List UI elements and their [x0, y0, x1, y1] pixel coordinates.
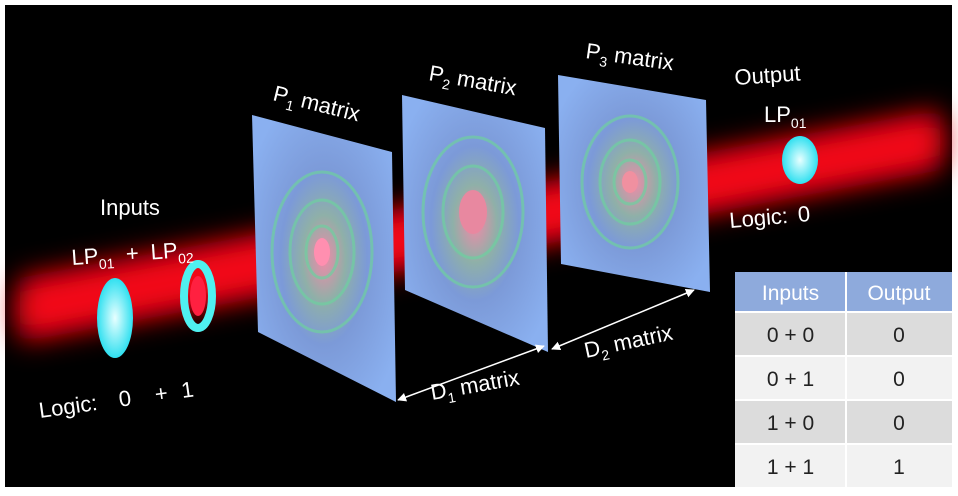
truth-table: Inputs Output 0 + 0 0 0 + 1 0 1 + 0 0 1 + 1 1: [735, 272, 952, 488]
diagram: Inputs LP01+LP02 Logic:0+1 P1 matrix P2 …: [0, 0, 958, 491]
table-cell: 0 + 1: [767, 368, 814, 391]
table-cell: 0 + 0: [767, 324, 814, 347]
plane-3: [558, 75, 710, 292]
inputs-title: Inputs: [100, 195, 160, 220]
table-cell: 0: [893, 324, 905, 347]
table-cell: 1 + 1: [767, 456, 814, 479]
table-header-cell: Output: [867, 282, 930, 305]
table-cell: 1: [893, 456, 905, 479]
table-header-cell: Inputs: [762, 282, 819, 305]
table-cell: 0: [893, 368, 905, 391]
table-cell: 0: [893, 412, 905, 435]
input-mode-lp01: [97, 278, 133, 358]
table-cell: 1 + 0: [767, 412, 814, 435]
output-mode-lp01: [782, 136, 818, 184]
page: {"inputs": {"title": "Inputs", "modes": …: [0, 0, 958, 491]
output-title: Output: [734, 60, 802, 90]
input-mode-lp02-core: [190, 276, 206, 316]
